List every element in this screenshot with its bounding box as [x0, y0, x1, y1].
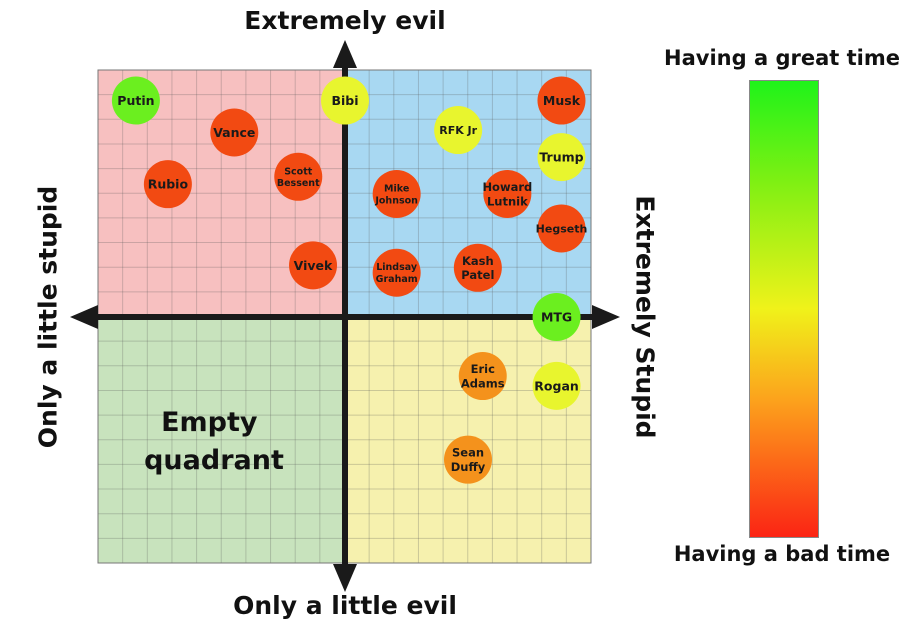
- marker-trump: Trump: [537, 133, 586, 182]
- marker-circle-mike-johnson: [372, 170, 421, 218]
- marker-circle-rubio: [143, 160, 192, 209]
- marker-label-hegseth: Hegseth: [536, 222, 588, 235]
- marker-label-eric-adams: Adams: [461, 376, 505, 390]
- marker-circle-vance: [210, 108, 259, 157]
- marker-label-mike-johnson: Johnson: [374, 195, 418, 206]
- marker-circle-rfk-jr: [434, 106, 483, 155]
- marker-label-vance: Vance: [213, 125, 255, 140]
- marker-rogan: Rogan: [532, 361, 581, 410]
- marker-hegseth: Hegseth: [536, 204, 588, 253]
- marker-label-musk: Musk: [543, 93, 581, 108]
- marker-circle-musk: [537, 76, 586, 125]
- marker-label-mtg: MTG: [541, 310, 572, 325]
- marker-circle-mtg: [532, 293, 581, 341]
- marker-label-vivek: Vivek: [294, 258, 333, 273]
- marker-musk: Musk: [537, 76, 586, 125]
- marker-label-sean-duffy: Sean: [452, 446, 484, 460]
- marker-circle-bibi: [321, 76, 369, 125]
- marker-label-scott-bessent: Scott: [284, 166, 313, 177]
- marker-circle-lindsay-graham: [372, 248, 421, 297]
- arrow-right-icon: [592, 305, 620, 329]
- marker-circle-hegseth: [537, 204, 586, 253]
- marker-circle-howard-lutnik: [483, 170, 532, 218]
- marker-label-scott-bessent: Bessent: [277, 178, 320, 189]
- marker-label-lindsay-graham: Lindsay: [376, 262, 418, 273]
- arrow-up-icon: [333, 40, 357, 68]
- arrow-left-icon: [70, 305, 98, 329]
- marker-circle-sean-duffy: [444, 435, 492, 484]
- marker-label-howard-lutnik: Howard: [482, 180, 532, 194]
- arrow-down-icon: [333, 564, 357, 592]
- quadrant-bottom-left: [98, 317, 345, 563]
- empty-quadrant-label: Empty quadrant: [144, 407, 284, 476]
- marker-circle-eric-adams: [458, 352, 507, 401]
- marker-label-mike-johnson: Mike: [384, 183, 409, 194]
- empty-quadrant-line-1: Empty: [161, 407, 258, 438]
- marker-circle-kash-patel: [453, 243, 502, 292]
- marker-label-howard-lutnik: Lutnik: [487, 194, 528, 208]
- marker-label-putin: Putin: [117, 93, 154, 108]
- marker-label-sean-duffy: Duffy: [451, 460, 486, 474]
- mood-gradient-bar: [749, 80, 819, 538]
- marker-circle-putin: [111, 76, 160, 125]
- marker-bibi: Bibi: [321, 76, 369, 125]
- axes: [70, 40, 620, 592]
- marker-label-eric-adams: Eric: [471, 362, 495, 376]
- marker-label-trump: Trump: [539, 150, 583, 165]
- marker-label-rfk-jr: RFK Jr: [439, 124, 477, 137]
- marker-putin: Putin: [111, 76, 160, 125]
- empty-quadrant-line-2: quadrant: [144, 445, 284, 476]
- marker-label-bibi: Bibi: [331, 93, 358, 108]
- axis-label-top: Extremely evil: [244, 6, 446, 35]
- axis-label-bottom: Only a little evil: [233, 591, 457, 620]
- marker-circle-trump: [537, 133, 586, 182]
- marker-label-kash-patel: Patel: [461, 268, 494, 282]
- legend-label-top: Having a great time: [664, 46, 900, 70]
- legend-label-bottom: Having a bad time: [673, 542, 891, 566]
- marker-rfk-jr: RFK Jr: [434, 106, 483, 155]
- marker-label-rogan: Rogan: [534, 378, 579, 393]
- marker-rubio: Rubio: [143, 160, 192, 209]
- marker-label-kash-patel: Kash: [462, 254, 494, 268]
- marker-vance: Vance: [210, 108, 259, 157]
- marker-label-rubio: Rubio: [148, 177, 189, 192]
- marker-circle-rogan: [532, 361, 581, 410]
- marker-circle-scott-bessent: [274, 152, 323, 201]
- marker-circle-vivek: [289, 241, 338, 290]
- marker-label-lindsay-graham: Graham: [376, 274, 418, 285]
- marker-mtg: MTG: [532, 293, 581, 341]
- marker-vivek: Vivek: [289, 241, 338, 290]
